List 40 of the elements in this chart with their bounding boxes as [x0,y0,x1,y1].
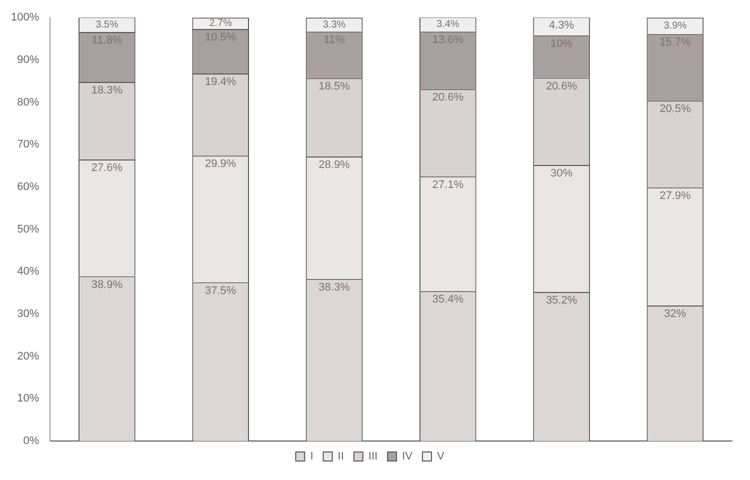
data-label: 35.4% [432,294,464,306]
data-label: 3.4% [436,19,460,30]
y-tick-label: 30% [17,308,40,320]
y-tick-label: 10% [17,392,40,405]
data-label: 27.6% [91,162,123,174]
y-tick-label: 80% [17,96,40,108]
data-label: 20.6% [432,92,464,104]
y-tick-label: 70% [17,138,40,151]
y-tick-label: 100% [10,12,40,24]
data-label: 38.3% [318,281,350,294]
data-label: 28.9% [318,159,350,172]
y-tick-label: 60% [17,180,40,193]
data-label: 38.9% [91,278,123,291]
data-label: 30% [550,167,573,180]
data-label: 20.5% [660,103,691,116]
data-label: 3.5% [96,19,118,30]
data-label: 32% [664,308,686,320]
data-label: 20.6% [546,80,578,92]
data-label: 18.3% [91,84,123,96]
y-tick-label: 90% [17,54,40,66]
y-tick-label: 0% [23,435,40,448]
legend-label: II [338,450,344,463]
data-label: 19.4% [205,76,236,88]
data-label: 4.3% [548,20,574,32]
legend-label: III [368,450,378,463]
legend-label: V [436,450,445,463]
data-label: 35.2% [546,294,578,306]
y-tick-label: 20% [17,350,40,362]
y-tick-label: 50% [17,223,40,236]
legend-label: IV [402,450,414,463]
y-tick-label: 40% [17,266,40,278]
data-label: 29.9% [205,158,236,170]
data-label: 27.9% [660,190,691,202]
data-label: 27.1% [432,178,464,191]
legend-label: I [310,450,314,463]
data-label: 37.5% [205,284,236,297]
data-label: 3.3% [322,19,346,30]
data-label: 3.9% [664,20,687,32]
data-label: 18.5% [318,80,350,93]
data-label: 2.7% [209,18,232,30]
